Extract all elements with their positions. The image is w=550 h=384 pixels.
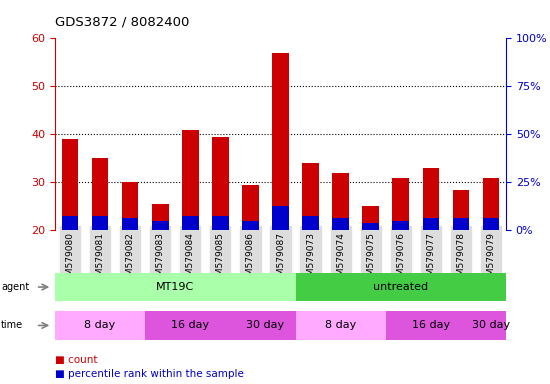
Bar — [272, 207, 289, 230]
Text: 16 day: 16 day — [412, 320, 450, 331]
Text: 8 day: 8 day — [85, 320, 116, 331]
Bar — [483, 218, 499, 230]
Text: ■ percentile rank within the sample: ■ percentile rank within the sample — [55, 369, 244, 379]
Bar — [422, 168, 439, 230]
Text: GDS3872 / 8082400: GDS3872 / 8082400 — [55, 16, 189, 29]
Bar — [302, 163, 319, 230]
Bar — [92, 216, 108, 230]
Bar — [393, 177, 409, 230]
Bar — [182, 216, 199, 230]
Text: 30 day: 30 day — [246, 320, 284, 331]
Bar — [212, 137, 229, 230]
Text: 30 day: 30 day — [472, 320, 510, 331]
Text: untreated: untreated — [373, 282, 428, 292]
Bar — [302, 216, 319, 230]
Bar — [393, 221, 409, 230]
Text: 8 day: 8 day — [325, 320, 356, 331]
Bar — [242, 221, 258, 230]
Bar — [122, 218, 139, 230]
Text: MT19C: MT19C — [156, 282, 194, 292]
Bar — [362, 207, 379, 230]
Text: ■ count: ■ count — [55, 355, 97, 365]
Bar — [362, 223, 379, 230]
Bar — [122, 182, 139, 230]
Text: 16 day: 16 day — [171, 320, 210, 331]
Bar — [62, 216, 78, 230]
Bar — [422, 218, 439, 230]
Bar — [92, 158, 108, 230]
Bar — [332, 173, 349, 230]
Bar — [332, 218, 349, 230]
Text: time: time — [1, 320, 23, 331]
Bar — [152, 221, 168, 230]
Bar — [483, 177, 499, 230]
Bar — [152, 204, 168, 230]
Bar — [242, 185, 258, 230]
Bar — [453, 218, 469, 230]
Bar — [182, 129, 199, 230]
Bar — [453, 190, 469, 230]
Bar — [212, 216, 229, 230]
Text: agent: agent — [1, 282, 29, 292]
Bar — [272, 53, 289, 230]
Bar — [62, 139, 78, 230]
